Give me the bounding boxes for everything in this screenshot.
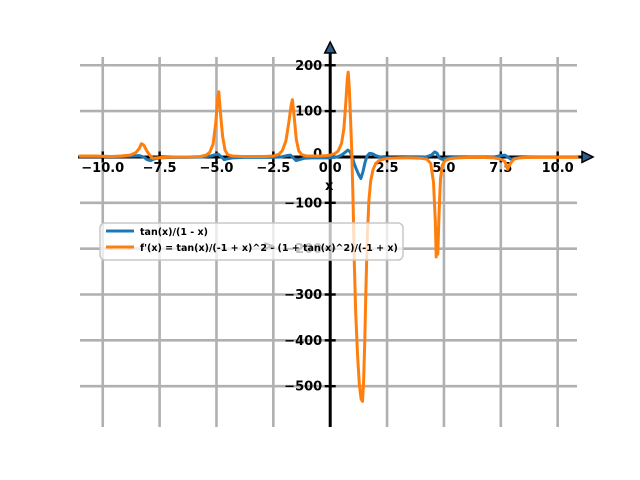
legend-label: tan(x)/(1 - x)	[140, 227, 208, 238]
y-tick-label: −100	[284, 196, 322, 211]
y-tick-label: 200	[295, 59, 322, 74]
x-tick-label: 10.0	[542, 161, 574, 176]
x-tick-labels: −10.0−7.5−5.0−2.50.02.55.07.510.0	[81, 161, 573, 176]
y-tick-label: −400	[284, 334, 322, 349]
x-tick-label: −2.5	[256, 161, 290, 176]
legend-box	[99, 222, 404, 261]
x-tick-label: 5.0	[432, 161, 455, 176]
legend-label: f'(x) = tan(x)/(-1 + x)^2 - (1 + tan(x)^…	[140, 243, 398, 254]
y-tick-label: 0	[313, 147, 322, 162]
x-tick-label: −5.0	[200, 161, 234, 176]
x-tick-label: −7.5	[143, 161, 177, 176]
x-axis-label: x	[325, 179, 334, 194]
legend: tan(x)/(1 - x) f'(x) = tan(x)/(-1 + x)^2 …	[99, 222, 404, 261]
x-tick-label: 2.5	[376, 161, 399, 176]
x-axis-arrow-icon	[581, 150, 595, 164]
x-tick-label: −10.0	[81, 161, 124, 176]
curve-derivative	[78, 70, 579, 403]
y-tick-label: −300	[284, 288, 322, 303]
y-tick-label: 100	[295, 105, 322, 120]
y-axis-arrow-icon	[323, 40, 337, 54]
y-tick-label: −500	[284, 380, 322, 395]
